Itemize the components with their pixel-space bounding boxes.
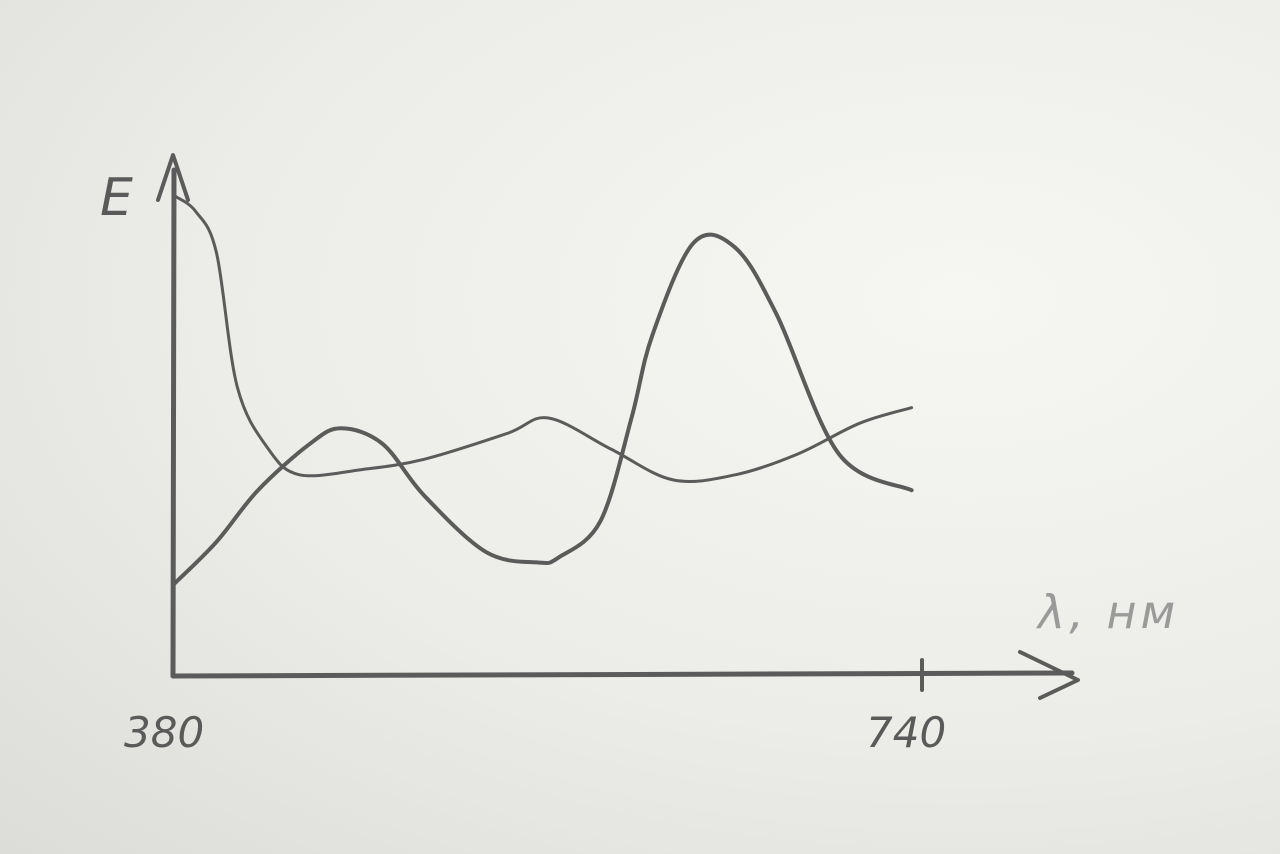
y-axis-label: E xyxy=(100,168,133,228)
x-tick-label-740: 740 xyxy=(866,708,947,757)
spectrum-curve-1 xyxy=(173,194,914,484)
x-axis xyxy=(170,670,1075,679)
spectrum-curve-2 xyxy=(173,232,914,586)
y-axis xyxy=(170,167,177,679)
y-axis-arrow xyxy=(156,153,190,202)
x-axis-label: λ, нм xyxy=(1038,585,1180,639)
x-tick-label-380: 380 xyxy=(124,708,205,757)
x-axis-arrow xyxy=(1018,650,1080,700)
